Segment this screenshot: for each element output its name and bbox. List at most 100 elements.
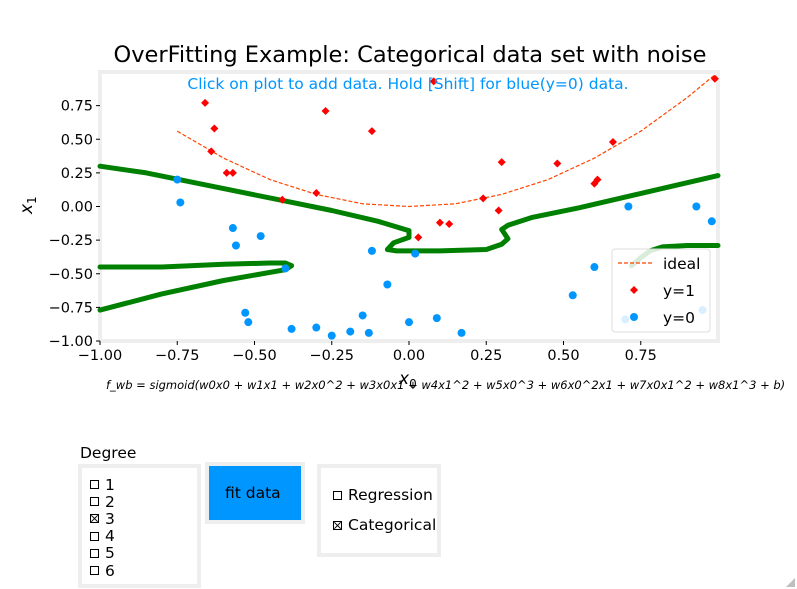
point-y0 [624,202,633,211]
y-tick-label: 0.00 [61,200,93,216]
point-y1 [278,195,287,204]
x-tick-label: −0.50 [232,348,276,364]
point-y0 [457,328,466,337]
point-y0 [287,324,296,333]
point-y1 [445,219,454,228]
fit-data-button[interactable]: fit data [205,462,305,524]
degree-option-label: 4 [105,527,115,546]
point-y1 [210,124,219,133]
point-y0 [173,175,182,184]
x-tick-label: 0.25 [470,348,502,364]
point-y0 [383,280,392,289]
degree-checkbox[interactable] [90,480,99,490]
point-y0 [405,318,413,327]
x-tick-label: 0.75 [625,348,657,364]
point-y0 [244,318,253,327]
degree-option-label: 1 [105,475,115,494]
chart-title: OverFitting Example: Categorical data se… [114,42,707,68]
point-y1 [414,233,423,242]
mode-panel: Regression Categorical [317,464,441,557]
point-y1 [228,168,237,177]
point-y1 [497,158,506,167]
point-y1 [435,218,444,227]
decision-boundary-1 [97,163,721,254]
degree-checkbox[interactable] [90,548,99,558]
degree-option-label: 5 [105,544,115,563]
degree-option-label: 6 [105,561,115,580]
degree-checkbox[interactable] [90,531,99,541]
point-y0 [367,246,376,255]
point-y0 [228,224,237,233]
mode-option-label: Regression [348,486,433,504]
y-axis-label: x1 [17,196,39,215]
degree-checkbox[interactable] [90,514,99,524]
degree-option-5[interactable]: 5 [82,544,197,563]
degree-checkbox[interactable] [90,497,99,507]
point-y0 [327,331,336,340]
mode-option-categorical[interactable]: Categorical [321,510,437,540]
plot-instruction: Click on plot to add data. Hold [Shift] … [187,75,628,93]
fit-data-label: fit data [225,484,281,502]
point-y1 [494,206,503,215]
y-tick-label: 0.75 [61,99,93,115]
mode-checkbox[interactable] [333,520,342,530]
decision-boundary-2 [97,260,295,313]
point-y1 [321,107,330,116]
y-tick-label: 0.50 [61,132,93,148]
degree-option-4[interactable]: 4 [82,527,197,546]
degree-option-2[interactable]: 2 [82,492,197,511]
y-tick-label: 0.25 [61,166,93,182]
point-y0 [256,232,265,241]
y-tick-label: −0.50 [49,267,93,283]
x-tick-label: −0.75 [155,348,199,364]
x-tick-label: −0.25 [310,348,354,364]
point-y1 [479,194,488,203]
point-y0 [241,308,250,317]
model-formula: f_wb = sigmoid(w0x0 + w1x1 + w2x0^2 + w3… [106,378,785,392]
legend-label: y=0 [663,309,695,327]
point-y1 [222,168,231,177]
point-y1 [429,77,438,86]
legend-label: y=1 [663,282,695,300]
mode-checkbox[interactable] [333,490,342,500]
degree-option-1[interactable]: 1 [82,475,197,494]
point-y0 [590,263,599,272]
point-y1 [201,98,210,107]
point-y0 [707,217,716,226]
point-y0 [231,241,240,250]
mode-list: Regression Categorical [321,468,437,540]
x-tick-label: 0.00 [393,348,425,364]
point-y0 [312,323,321,332]
degree-title: Degree [80,444,137,462]
point-y1 [593,175,602,184]
degree-option-label: 3 [105,509,115,528]
ideal-curve [176,74,716,208]
point-y0 [568,291,577,300]
point-y1 [710,74,719,83]
degree-option-label: 2 [105,492,115,511]
point-y0 [692,202,701,211]
legend [611,248,711,333]
point-y1 [207,147,216,156]
legend-y1-swatch [630,286,638,294]
x-tick-label: 0.50 [547,348,579,364]
x-tick-label: −1.00 [78,348,122,364]
point-y1 [608,137,617,146]
point-y1 [312,189,321,198]
legend-label: ideal [663,255,701,273]
mode-option-label: Categorical [348,516,437,534]
degree-option-3[interactable]: 3 [82,509,197,528]
degree-checkbox[interactable] [90,566,99,576]
degree-option-6[interactable]: 6 [82,561,197,580]
point-y0 [364,328,373,337]
point-y0 [411,249,420,258]
y-tick-label: −1.00 [49,334,93,350]
legend-y0-swatch [630,313,638,321]
point-y1 [553,159,562,168]
point-y0 [358,311,367,320]
resize-grip-icon[interactable] [786,578,795,587]
mode-option-regression[interactable]: Regression [321,480,437,510]
